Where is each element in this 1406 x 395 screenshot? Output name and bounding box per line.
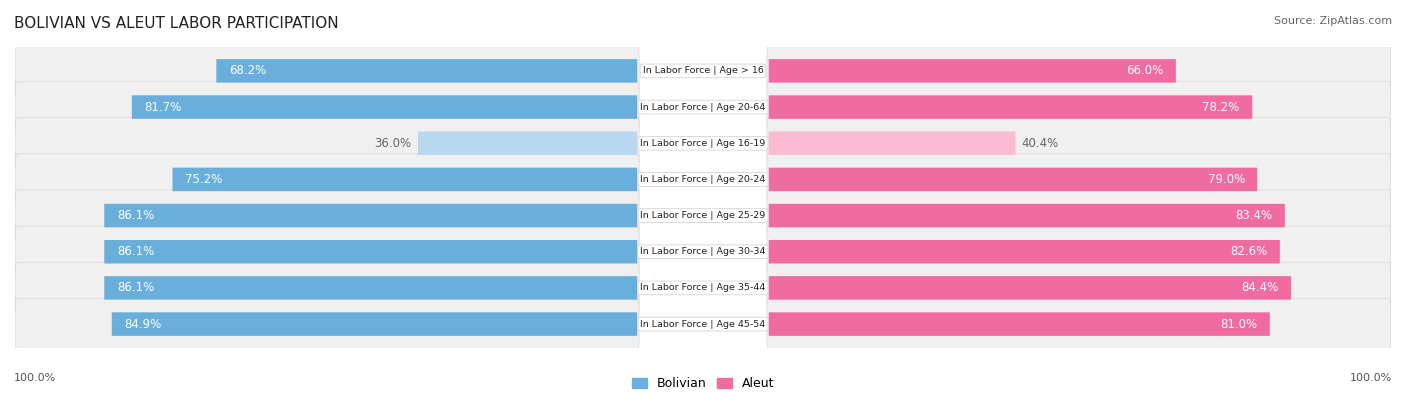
Text: 81.7%: 81.7% [145, 101, 181, 114]
FancyBboxPatch shape [15, 81, 640, 133]
Text: Source: ZipAtlas.com: Source: ZipAtlas.com [1274, 16, 1392, 26]
FancyBboxPatch shape [766, 298, 1391, 350]
FancyBboxPatch shape [173, 167, 637, 191]
Text: 83.4%: 83.4% [1236, 209, 1272, 222]
FancyBboxPatch shape [766, 226, 1391, 277]
FancyBboxPatch shape [766, 262, 1391, 314]
Text: 36.0%: 36.0% [374, 137, 412, 150]
Text: 75.2%: 75.2% [186, 173, 222, 186]
FancyBboxPatch shape [15, 298, 640, 350]
FancyBboxPatch shape [766, 190, 1391, 241]
FancyBboxPatch shape [766, 154, 1391, 205]
FancyBboxPatch shape [766, 118, 1391, 169]
FancyBboxPatch shape [766, 45, 1391, 97]
FancyBboxPatch shape [769, 240, 1279, 263]
FancyBboxPatch shape [132, 95, 637, 119]
Text: 84.4%: 84.4% [1241, 281, 1278, 294]
Text: 79.0%: 79.0% [1208, 173, 1244, 186]
Text: In Labor Force | Age 20-24: In Labor Force | Age 20-24 [640, 175, 766, 184]
FancyBboxPatch shape [15, 262, 640, 314]
FancyBboxPatch shape [769, 204, 1285, 228]
Text: 78.2%: 78.2% [1202, 101, 1240, 114]
FancyBboxPatch shape [15, 190, 640, 241]
FancyBboxPatch shape [15, 154, 640, 205]
Text: 86.1%: 86.1% [117, 281, 155, 294]
FancyBboxPatch shape [104, 204, 637, 228]
FancyBboxPatch shape [769, 95, 1253, 119]
FancyBboxPatch shape [769, 59, 1175, 83]
FancyBboxPatch shape [15, 226, 640, 277]
Text: In Labor Force | Age 20-64: In Labor Force | Age 20-64 [640, 103, 766, 111]
FancyBboxPatch shape [111, 312, 637, 336]
Text: 68.2%: 68.2% [229, 64, 266, 77]
Text: 82.6%: 82.6% [1230, 245, 1267, 258]
Text: 86.1%: 86.1% [117, 245, 155, 258]
FancyBboxPatch shape [217, 59, 637, 83]
FancyBboxPatch shape [15, 118, 640, 169]
Text: 81.0%: 81.0% [1220, 318, 1257, 331]
Text: 86.1%: 86.1% [117, 209, 155, 222]
FancyBboxPatch shape [104, 240, 637, 263]
Text: 84.9%: 84.9% [124, 318, 162, 331]
FancyBboxPatch shape [769, 312, 1270, 336]
FancyBboxPatch shape [769, 167, 1257, 191]
Text: In Labor Force | Age 30-34: In Labor Force | Age 30-34 [640, 247, 766, 256]
Text: 100.0%: 100.0% [1350, 373, 1392, 383]
Text: 66.0%: 66.0% [1126, 64, 1163, 77]
Text: BOLIVIAN VS ALEUT LABOR PARTICIPATION: BOLIVIAN VS ALEUT LABOR PARTICIPATION [14, 16, 339, 31]
Text: In Labor Force | Age > 16: In Labor Force | Age > 16 [643, 66, 763, 75]
Text: In Labor Force | Age 45-54: In Labor Force | Age 45-54 [640, 320, 766, 329]
FancyBboxPatch shape [769, 132, 1015, 155]
Text: In Labor Force | Age 25-29: In Labor Force | Age 25-29 [640, 211, 766, 220]
Text: In Labor Force | Age 35-44: In Labor Force | Age 35-44 [640, 284, 766, 292]
FancyBboxPatch shape [769, 276, 1291, 300]
FancyBboxPatch shape [15, 45, 640, 97]
Legend: Bolivian, Aleut: Bolivian, Aleut [627, 372, 779, 395]
Text: 40.4%: 40.4% [1022, 137, 1059, 150]
Text: 100.0%: 100.0% [14, 373, 56, 383]
FancyBboxPatch shape [104, 276, 637, 300]
Text: In Labor Force | Age 16-19: In Labor Force | Age 16-19 [640, 139, 766, 148]
FancyBboxPatch shape [418, 132, 637, 155]
FancyBboxPatch shape [766, 81, 1391, 133]
